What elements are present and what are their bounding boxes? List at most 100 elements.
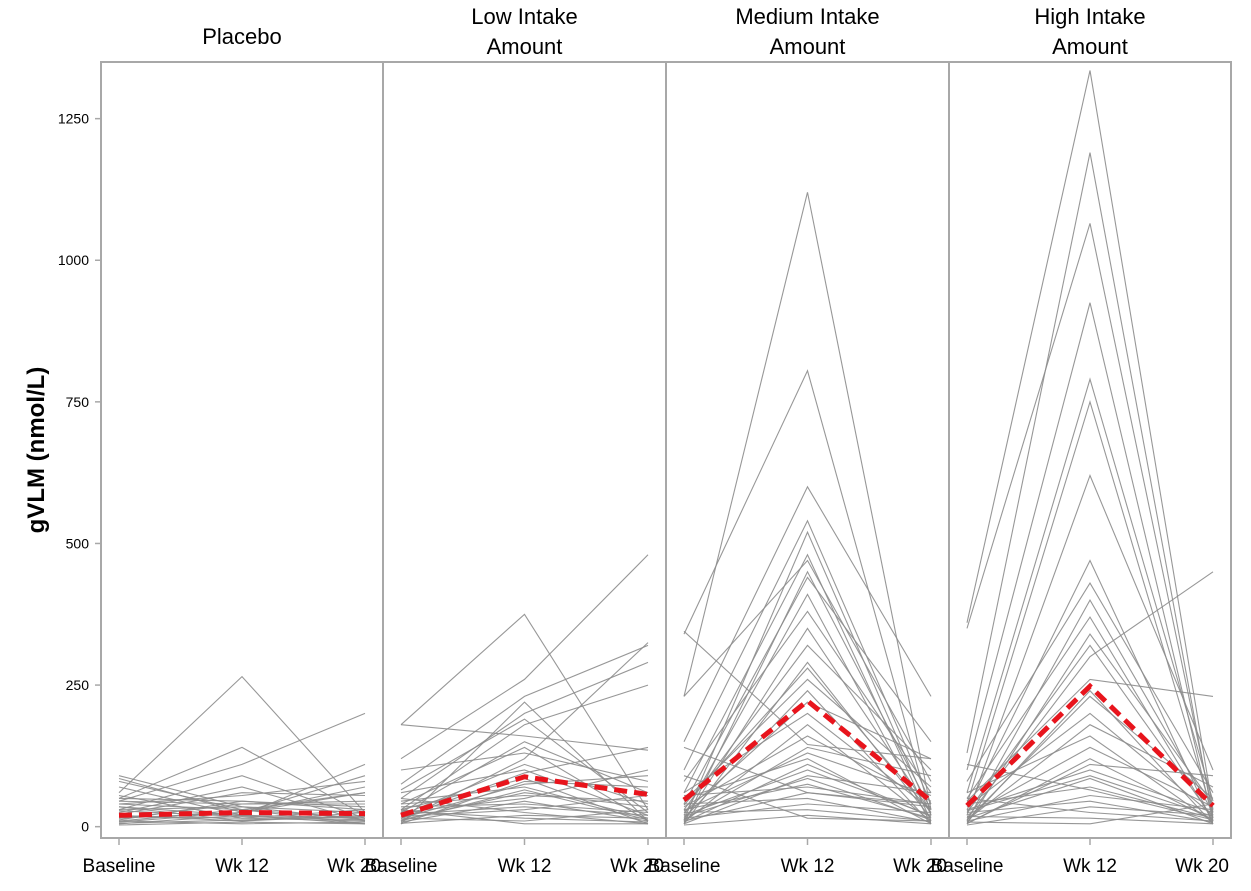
y-axis-label: gVLM (nmol/L) (23, 367, 50, 534)
y-tick-label-2: 500 (66, 535, 90, 551)
panel-1-individual-line-15 (400, 786, 649, 819)
panel-3-individual-line-29 (966, 803, 1214, 825)
panel-2-individual-line-5 (683, 559, 932, 782)
panel-3-individual-line-3 (966, 302, 1214, 822)
panel-3-individual-line-23 (966, 786, 1214, 819)
panel-2-individual-line-25 (683, 803, 932, 819)
panel-3-individual-line-6 (966, 473, 1214, 816)
panel-3-individual-line-28 (966, 815, 1214, 825)
panel-3-individual-line-20 (966, 758, 1214, 825)
panel-0-individual-line-24 (118, 803, 366, 825)
panel-3-x-tick-label-0: Baseline (931, 856, 1004, 877)
panel-title-2-line-1: Amount (770, 34, 846, 59)
panel-2-individual-line-6 (683, 576, 932, 805)
panel-1-individual-line-4 (400, 684, 649, 811)
panel-2-individual-line-24 (683, 797, 932, 823)
panel-1-individual-line-29 (400, 701, 649, 825)
panel-2-individual-line-28 (683, 786, 932, 805)
panel-3-individual-line-5 (966, 399, 1214, 816)
panel-1-individual-line-14 (400, 780, 649, 825)
panel-frame-1 (382, 61, 667, 839)
panel-1-individual-line-2 (400, 644, 649, 785)
panel-3-x-tick-label-2: Wk 20 (1175, 856, 1229, 877)
panel-1-individual-line-3 (400, 661, 649, 799)
panel-3-individual-line-14 (966, 678, 1214, 802)
panel-0-individual-line-27 (118, 797, 366, 811)
panel-2-individual-line-22 (683, 783, 932, 819)
panel-2-x-tick-label-1: Wk 12 (781, 856, 835, 877)
panel-3-individual-line-24 (966, 794, 1214, 822)
panel-1-individual-line-22 (400, 814, 649, 824)
panel-3-individual-line-8 (966, 582, 1214, 793)
panel-title-1-line-0: Low Intake (471, 4, 577, 29)
panel-2-individual-line-12 (683, 678, 932, 802)
panel-3-individual-line-22 (966, 777, 1214, 825)
panel-2-individual-line-37 (683, 667, 932, 813)
panel-2-individual-line-1 (683, 369, 932, 816)
panel-2-individual-line-15 (683, 712, 932, 811)
panel-2-individual-line-29 (683, 777, 932, 821)
y-tick-label-3: 750 (66, 394, 90, 410)
panel-2-individual-line-33 (683, 775, 932, 822)
panel-3-individual-line-26 (966, 806, 1214, 826)
panel-3-individual-line-16 (966, 712, 1214, 816)
panel-0-mean-line (118, 809, 366, 818)
panel-3-individual-line-21 (966, 769, 1214, 814)
panel-3-individual-line-32 (966, 763, 1214, 824)
panel-0-individual-line-9 (118, 786, 366, 822)
panel-2-individual-line-31 (683, 752, 932, 812)
panel-0-individual-line-18 (118, 815, 366, 822)
panel-2-individual-line-2 (683, 485, 932, 742)
panel-2-x-tick-label-0: Baseline (648, 856, 721, 877)
panel-1-individual-line-27 (400, 789, 649, 822)
panel-0-x-tick-label-0: Baseline (83, 856, 156, 877)
panel-2-individual-line-32 (683, 746, 932, 805)
panel-1-individual-line-24 (400, 809, 649, 822)
panel-1-individual-line-5 (400, 724, 649, 751)
panel-2-individual-line-10 (683, 644, 932, 811)
panel-1-individual-line-26 (400, 806, 649, 816)
panel-2-individual-line-3 (683, 519, 932, 805)
panel-titles: Placebo Low Intake Amount Medium Intake Amou… (202, 4, 1145, 59)
panel-1-x-tick-label-0: Baseline (365, 856, 438, 877)
panel-2-individual-line-21 (683, 775, 932, 825)
panel-1-individual-line-1 (400, 554, 649, 760)
panel-title-3-line-0: High Intake (1034, 4, 1145, 29)
panel-2-individual-line-27 (683, 814, 932, 826)
panel-0-individual-line-26 (118, 815, 366, 824)
y-tick-label-1: 250 (66, 677, 90, 693)
mean-lines (118, 682, 1215, 818)
panel-3-individual-line-31 (966, 763, 1214, 821)
panel-frame-0 (100, 61, 384, 839)
panel-2-individual-line-35 (683, 570, 932, 825)
panel-0-individual-line-3 (118, 746, 366, 816)
panel-1-x-tick-label-2: Wk 20 (610, 856, 664, 877)
panel-0-x-tick-label-1: Wk 12 (215, 856, 269, 877)
panel-0-individual-line-17 (118, 806, 366, 814)
panel-1-individual-line-30 (400, 775, 649, 819)
panel-0-x-tick-label-2: Wk 20 (327, 856, 381, 877)
panel-2-individual-line-17 (683, 735, 932, 808)
panel-1-individual-line-6 (400, 741, 649, 813)
panel-3-individual-line-13 (966, 571, 1214, 819)
panel-2-individual-line-30 (683, 763, 932, 823)
panel-3-individual-line-9 (966, 598, 1214, 822)
panel-2-mean-line (682, 697, 933, 804)
panel-1-individual-line-31 (400, 809, 648, 825)
panel-3-mean-line (965, 682, 1215, 808)
panel-3-individual-line-2 (966, 223, 1214, 813)
y-tick-label-5: 1250 (58, 111, 89, 127)
panel-title-3-line-1: Amount (1052, 34, 1128, 59)
panel-3-individual-line-10 (966, 616, 1214, 822)
panel-2-individual-line-11 (683, 661, 932, 825)
panel-2-individual-line-26 (683, 809, 932, 822)
panel-title-2-line-0: Medium Intake (735, 4, 879, 29)
panel-2-individual-line-14 (683, 701, 932, 813)
panel-1-individual-line-0 (400, 613, 649, 810)
panel-3-individual-line-18 (966, 735, 1214, 823)
panel-0-individual-line-4 (118, 712, 366, 802)
panel-1-individual-line-18 (400, 800, 649, 823)
panel-3-individual-line-7 (966, 559, 1214, 825)
